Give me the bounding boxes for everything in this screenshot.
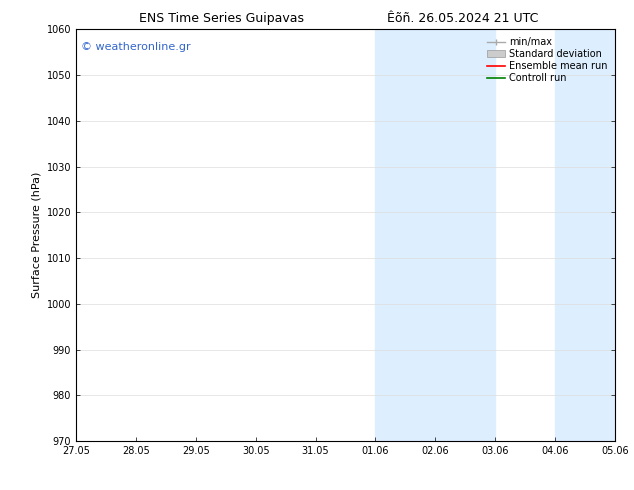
Text: Êõñ. 26.05.2024 21 UTC: Êõñ. 26.05.2024 21 UTC	[387, 12, 538, 25]
Legend: min/max, Standard deviation, Ensemble mean run, Controll run: min/max, Standard deviation, Ensemble me…	[484, 34, 610, 86]
Text: © weatheronline.gr: © weatheronline.gr	[81, 42, 191, 52]
Y-axis label: Surface Pressure (hPa): Surface Pressure (hPa)	[31, 172, 41, 298]
Text: ENS Time Series Guipavas: ENS Time Series Guipavas	[139, 12, 304, 25]
Bar	[375, 29, 495, 441]
Bar	[555, 29, 615, 441]
